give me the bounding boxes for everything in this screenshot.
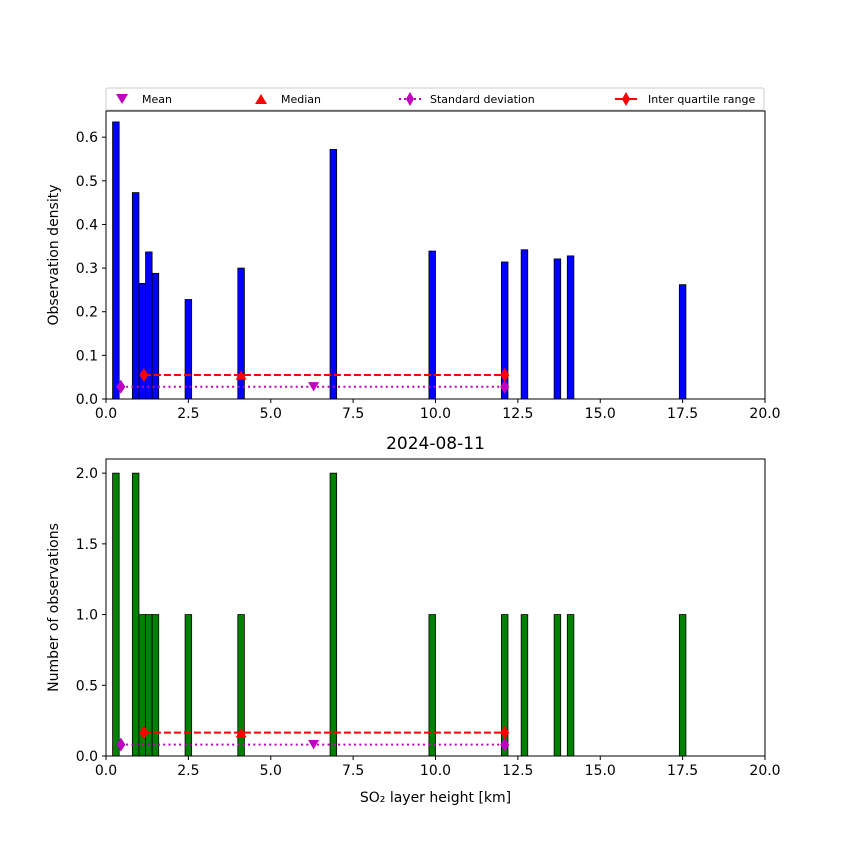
bottom-bar bbox=[566, 614, 575, 757]
top-bar bbox=[138, 282, 146, 400]
bottom-title: 2024-08-11 bbox=[386, 434, 485, 454]
top-xtick-label: 10.0 bbox=[420, 406, 451, 422]
legend-median: Median bbox=[255, 93, 321, 106]
top-xtick-label: 20.0 bbox=[749, 406, 780, 422]
top-mean-marker bbox=[308, 382, 320, 392]
bottom-xtick-label: 2.5 bbox=[177, 763, 199, 779]
top-bar bbox=[329, 148, 338, 400]
bottom-bar bbox=[678, 614, 687, 757]
legend-iqr-label: Inter quartile range bbox=[648, 93, 755, 106]
bottom-bar bbox=[520, 614, 529, 757]
bottom-panel: 0.0 2.5 5.0 7.5 10.0 12.5 15.0 17.5 20.0 0.0 0.5 1.… bbox=[46, 434, 781, 806]
bottom-xtick-label: 0.0 bbox=[95, 763, 117, 779]
bottom-iqr-marker bbox=[139, 725, 149, 740]
bottom-std-marker bbox=[500, 737, 510, 752]
bottom-xtick-label: 17.5 bbox=[667, 763, 698, 779]
bottom-xtick-label: 5.0 bbox=[260, 763, 282, 779]
legend-median-label: Median bbox=[281, 93, 321, 106]
top-bar bbox=[131, 192, 140, 400]
top-ytick-label: 0.2 bbox=[76, 305, 98, 321]
top-std-marker bbox=[116, 379, 126, 394]
plots: 0.0 2.5 5.0 7.5 10.0 12.5 15.0 17.5 20.0 0.0 0.1 0.… bbox=[46, 110, 781, 806]
legend: Mean Median Standard deviation Inter qua… bbox=[105, 87, 765, 111]
top-bar bbox=[678, 284, 687, 400]
top-xtick-label: 0.0 bbox=[95, 406, 117, 422]
bottom-ytick-label: 0.0 bbox=[76, 749, 98, 765]
top-xtick-label: 7.5 bbox=[342, 406, 364, 422]
top-ytick-label: 0.0 bbox=[76, 392, 98, 408]
top-xtick-label: 2.5 bbox=[177, 406, 199, 422]
bottom-xtick-label: 20.0 bbox=[749, 763, 780, 779]
top-xtick-label: 5.0 bbox=[260, 406, 282, 422]
bottom-xtick-label: 10.0 bbox=[420, 763, 451, 779]
top-std-marker bbox=[500, 379, 510, 394]
top-iqr-marker bbox=[139, 368, 149, 382]
legend-std: Standard deviation bbox=[399, 92, 535, 106]
top-ytick-label: 0.4 bbox=[76, 217, 98, 233]
legend-iqr: Inter quartile range bbox=[615, 92, 755, 106]
top-xtick-label: 15.0 bbox=[585, 406, 616, 422]
legend-frame bbox=[105, 87, 765, 111]
top-iqr-marker bbox=[500, 368, 510, 382]
bottom-ytick-label: 1.5 bbox=[76, 537, 98, 553]
bottom-xlabel: SO₂ layer height [km] bbox=[360, 790, 511, 806]
top-panel: 0.0 2.5 5.0 7.5 10.0 12.5 15.0 17.5 20.0 0.0 0.1 0.… bbox=[46, 110, 781, 422]
bottom-median-marker bbox=[235, 727, 247, 738]
top-median-marker bbox=[235, 370, 247, 380]
legend-median-marker bbox=[255, 94, 267, 104]
top-bar bbox=[566, 255, 575, 400]
legend-std-marker bbox=[406, 92, 414, 106]
legend-std-label: Standard deviation bbox=[430, 93, 535, 106]
bottom-ytick-label: 0.5 bbox=[76, 678, 98, 694]
bottom-xtick-label: 15.0 bbox=[585, 763, 616, 779]
bottom-bar bbox=[428, 614, 436, 757]
bottom-std-marker bbox=[116, 737, 126, 752]
legend-mean-marker bbox=[116, 94, 128, 104]
top-bar bbox=[151, 272, 160, 400]
bottom-xtick-label: 7.5 bbox=[342, 763, 364, 779]
top-xtick-label: 17.5 bbox=[667, 406, 698, 422]
top-ytick-label: 0.6 bbox=[76, 130, 98, 146]
top-bar bbox=[428, 250, 436, 400]
bottom-bar bbox=[553, 614, 562, 757]
bottom-ytick-label: 2.0 bbox=[76, 466, 98, 482]
top-xtick-label: 12.5 bbox=[502, 406, 533, 422]
legend-mean-label: Mean bbox=[142, 93, 172, 106]
bottom-xtick-label: 12.5 bbox=[502, 763, 533, 779]
bottom-bar bbox=[131, 472, 140, 757]
top-bar bbox=[520, 249, 529, 400]
bottom-bar bbox=[112, 472, 120, 757]
bottom-iqr-marker bbox=[500, 725, 510, 740]
top-ylabel: Observation density bbox=[46, 184, 62, 325]
bottom-bar bbox=[184, 614, 193, 757]
top-ytick-label: 0.3 bbox=[76, 261, 98, 277]
legend-iqr-marker bbox=[622, 92, 630, 106]
top-ytick-label: 0.5 bbox=[76, 174, 98, 190]
legend-mean: Mean bbox=[116, 93, 172, 106]
top-bar bbox=[184, 299, 193, 400]
top-bar bbox=[112, 121, 120, 400]
bottom-ytick-label: 1.0 bbox=[76, 608, 98, 624]
top-ytick-label: 0.1 bbox=[76, 348, 98, 364]
bottom-bar bbox=[151, 614, 160, 757]
top-bar bbox=[553, 258, 562, 400]
bottom-mean-marker bbox=[308, 740, 320, 750]
bottom-ylabel: Number of observations bbox=[46, 523, 62, 692]
bottom-bar bbox=[329, 472, 338, 757]
